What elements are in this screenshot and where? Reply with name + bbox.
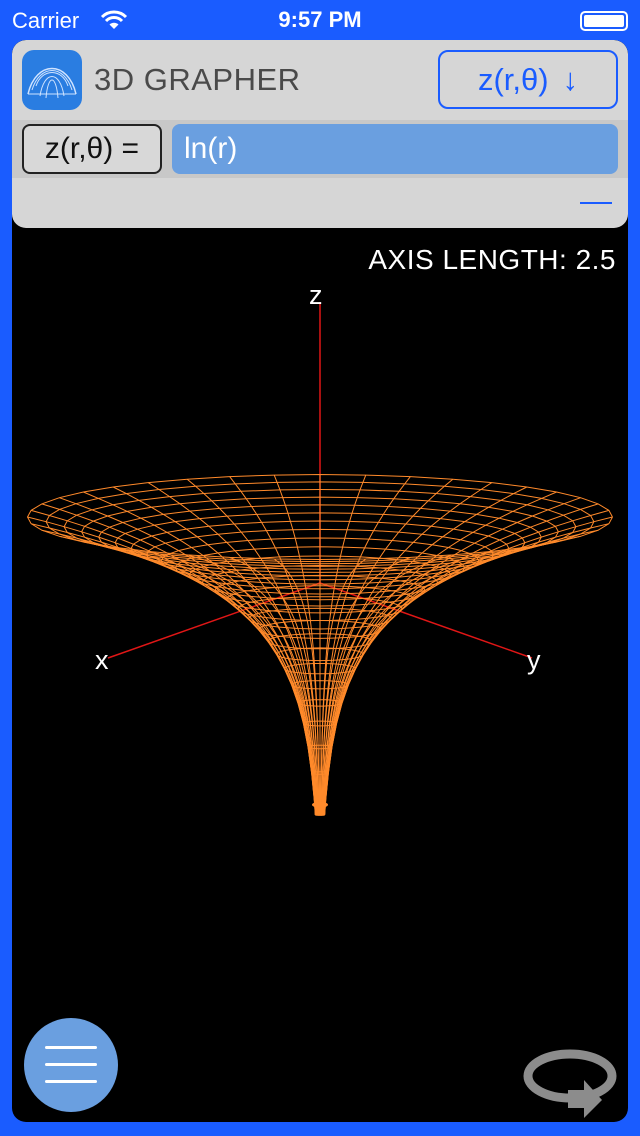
variable-label[interactable]: z(r,θ) = [22,124,162,174]
surface-radial-line [323,497,581,815]
surface-radial-line [323,535,581,816]
battery-icon [580,11,628,31]
surface-radial-line [273,474,320,815]
arrow-down-icon: ↓ [562,62,579,97]
surface-radial-line [59,497,317,815]
carrier-label: Carrier [12,8,80,33]
app-screen: z x y AXIS LENGTH: 2.5 3D GRAPHER z(r,θ)… [12,40,628,1122]
x-axis-line [107,582,321,659]
collapse-panel-handle[interactable] [580,202,612,204]
surface-radial-line [320,556,411,816]
surface-radial-line [322,550,493,816]
header-panel: 3D GRAPHER z(r,θ) ↓ z(r,θ) = ln(r) [12,40,628,228]
surface-radial-line [112,486,318,815]
y-axis-label: y [527,645,541,675]
surface-radial-line [41,503,316,815]
rotate-icon[interactable] [520,1028,620,1118]
surface-radial-line [321,478,454,815]
surface-radial-line [321,554,453,816]
app-title: 3D GRAPHER [94,62,301,97]
hamburger-menu-icon-line [45,1063,97,1066]
surface-radial-line [324,529,599,816]
surface-radial-line [30,509,316,815]
surface-tip [312,801,328,808]
surface-radial-line [324,509,610,815]
surface-radial-line [322,486,528,815]
surface-radial-line [322,546,527,816]
surface-radial-line [147,550,318,816]
surface-radial-line [187,554,319,816]
equation-row: z(r,θ) = ln(r) [12,120,628,178]
surface-radial-line [322,482,493,815]
status-bar: Carrier 9:57 PM [0,0,640,40]
graph-canvas[interactable] [12,40,628,1122]
status-time: 9:57 PM [278,7,362,32]
surface-radial-line [229,476,320,815]
surface-radial-line [320,476,411,815]
formula-input[interactable]: ln(r) [172,124,618,174]
menu-button[interactable] [24,1018,118,1112]
surface-radial-line [83,491,317,815]
surface-radial-line [147,482,318,815]
hamburger-menu-icon [45,1046,97,1049]
y-axis-line [319,582,533,659]
x-axis-label: x [95,645,109,675]
axis-length-readout: AXIS LENGTH: 2.5 [368,244,616,275]
surface-radial-line [320,474,367,815]
surface-radial-line [41,529,316,816]
mode-button-label: z(r,θ) [477,62,549,97]
surface-radial-line [186,478,319,815]
surface-radial-line [113,546,318,816]
function-mode-button[interactable]: z(r,θ) ↓ [438,50,618,109]
surface-radial-line [229,556,320,816]
surface-mesh [26,473,613,816]
hamburger-menu-icon-line [45,1080,97,1083]
surface-radial-line [324,503,599,815]
z-axis-label: z [309,280,323,310]
wifi-icon [100,10,128,29]
surface-plot-icon[interactable] [22,50,82,110]
surface-radial-line [323,491,557,815]
